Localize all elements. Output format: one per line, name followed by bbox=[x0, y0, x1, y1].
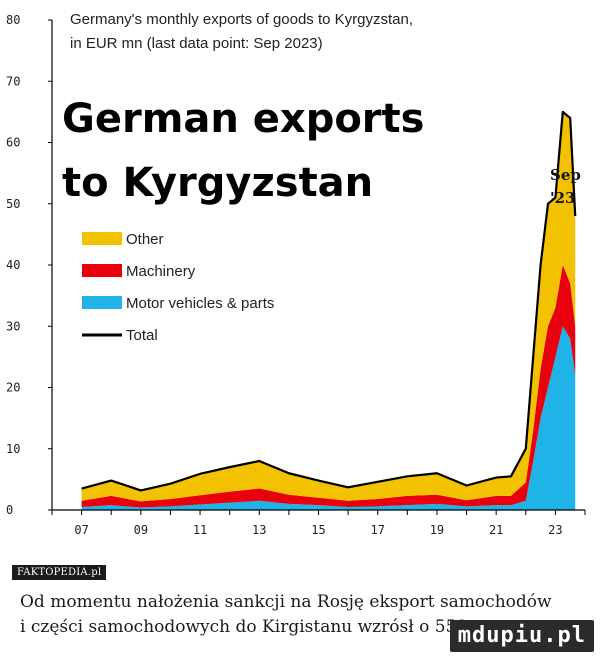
x-tick-label: 17 bbox=[370, 523, 384, 537]
y-tick-label: 70 bbox=[6, 74, 20, 88]
chart-title-line-2: to Kyrgyzstan bbox=[62, 160, 373, 206]
x-tick-label: 13 bbox=[252, 523, 266, 537]
chart-subtitle-line-2: in EUR mn (last data point: Sep 2023) bbox=[70, 35, 323, 52]
source-badge: FAKTOPEDIA.pl bbox=[12, 565, 107, 580]
caption: Od momentu nałożenia sankcji na Rosję ek… bbox=[20, 590, 580, 640]
annotation-line-1: Sep bbox=[550, 166, 581, 184]
y-tick-label: 40 bbox=[6, 258, 20, 272]
y-tick-label: 0 bbox=[6, 503, 13, 517]
x-tick-label: 11 bbox=[193, 523, 207, 537]
legend-label-other: Other bbox=[126, 231, 164, 248]
legend: Other Machinery Motor vehicles & parts Tota… bbox=[82, 231, 274, 344]
y-tick-label: 60 bbox=[6, 136, 20, 150]
y-tick-label: 20 bbox=[6, 381, 20, 395]
y-tick-labels: 0 10 20 30 40 50 60 70 80 bbox=[6, 13, 20, 517]
x-tick-label: 21 bbox=[489, 523, 503, 537]
stacked-areas bbox=[81, 111, 576, 510]
caption-line-1: Od momentu nałożenia sankcji na Rosję ek… bbox=[20, 592, 552, 612]
chart: 0 10 20 30 40 50 60 70 80 07 09 11 13 15 17 19 21 23 Ger… bbox=[6, 11, 586, 537]
legend-label-machinery: Machinery bbox=[126, 263, 196, 280]
x-tick-label: 07 bbox=[74, 523, 88, 537]
y-tick-label: 10 bbox=[6, 442, 20, 456]
y-tick-label: 80 bbox=[6, 13, 20, 27]
x-tick-label: 23 bbox=[548, 523, 562, 537]
y-tick-label: 50 bbox=[6, 197, 20, 211]
legend-swatch-machinery bbox=[82, 264, 122, 277]
caption-line-2: i części samochodowych do Kirgistanu wzr… bbox=[20, 617, 468, 637]
chart-title-line-1: German exports bbox=[62, 96, 424, 142]
legend-label-total: Total bbox=[126, 327, 158, 344]
annotation-line-2: '23 bbox=[550, 189, 575, 207]
x-tick-label: 15 bbox=[311, 523, 325, 537]
x-tick-labels: 07 09 11 13 15 17 19 21 23 bbox=[74, 523, 562, 537]
legend-label-motor-vehicles-parts: Motor vehicles & parts bbox=[126, 295, 274, 312]
legend-swatch-motor-vehicles-parts bbox=[82, 296, 122, 309]
legend-swatch-other bbox=[82, 232, 122, 245]
y-tick-label: 30 bbox=[6, 319, 20, 333]
y-tick-marks bbox=[48, 19, 586, 515]
chart-subtitle-line-1: Germany's monthly exports of goods to Ky… bbox=[70, 11, 413, 28]
total-line-group bbox=[81, 110, 577, 492]
x-tick-label: 09 bbox=[134, 523, 148, 537]
x-tick-label: 19 bbox=[430, 523, 444, 537]
watermark-logo: mdupiu.pl bbox=[449, 620, 594, 652]
total-line bbox=[81, 110, 577, 492]
area-other bbox=[81, 111, 576, 502]
area-machinery bbox=[81, 265, 576, 508]
